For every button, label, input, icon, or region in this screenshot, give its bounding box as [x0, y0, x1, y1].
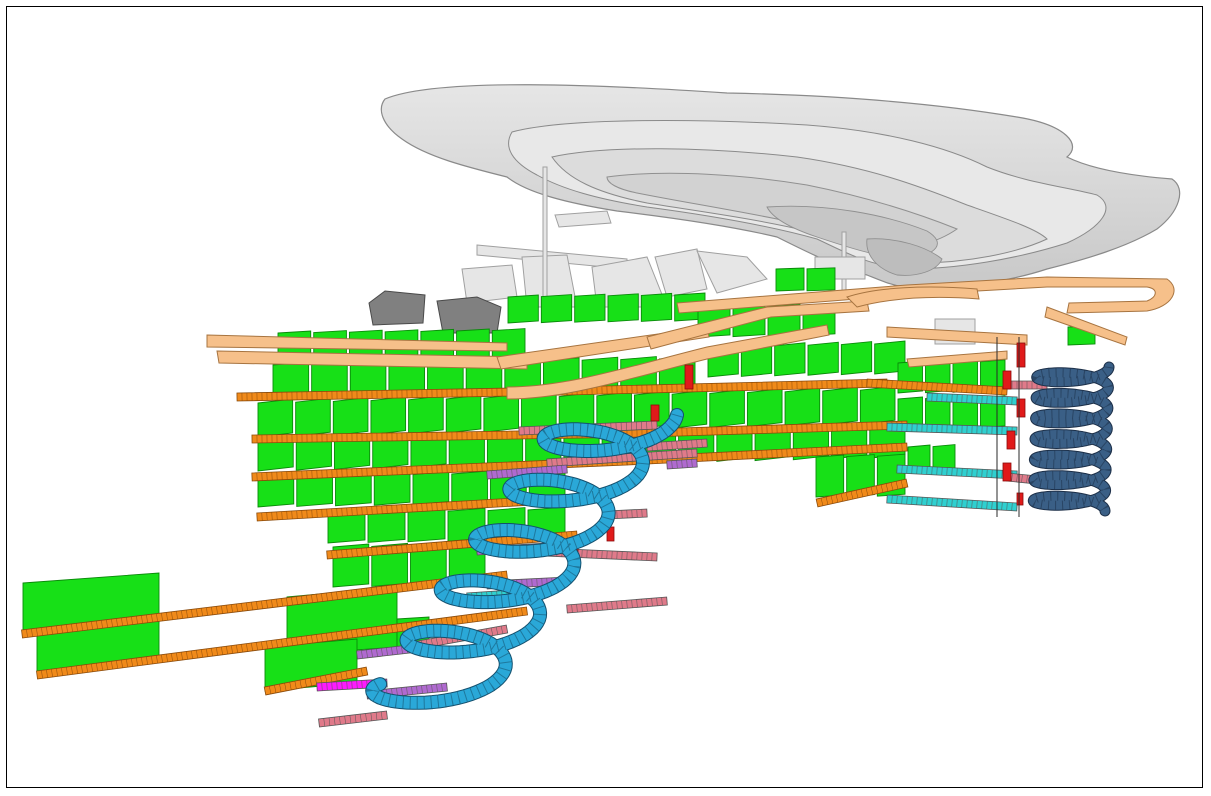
stope-panel [451, 470, 488, 505]
upper-access-drive [1044, 306, 1128, 346]
stope-panel [574, 293, 606, 323]
upper-access-drive [206, 334, 508, 352]
stope-panel [407, 508, 446, 543]
stope-panel [408, 395, 444, 435]
main-decline-spiral [365, 408, 684, 710]
access-crosscut [318, 710, 388, 728]
access-crosscut [606, 508, 648, 520]
open-pit-shell [380, 84, 1181, 291]
stope-panels [22, 267, 1096, 692]
stope-panel [774, 342, 806, 377]
upper-access-drive [646, 300, 870, 350]
raise [1006, 430, 1016, 450]
level-drive [36, 606, 528, 680]
level-drives [21, 378, 1008, 696]
upper-access-drive [676, 276, 1175, 314]
access-crosscut [896, 464, 1018, 480]
stope-panel [295, 397, 331, 437]
stope-panel [540, 294, 573, 324]
mine-model-3d-view [21, 84, 1181, 728]
stope-panel [709, 388, 745, 428]
raise [650, 404, 660, 422]
stope-panel [859, 385, 896, 425]
access-crosscut [566, 596, 668, 614]
raise [684, 364, 694, 390]
stope-panel [445, 394, 482, 434]
stope-panel [807, 341, 839, 376]
stope-panel [507, 294, 539, 324]
stope-panel [370, 396, 407, 436]
level-drive [263, 666, 369, 696]
east-decline-spiral [1027, 361, 1115, 517]
level-drive [646, 420, 908, 438]
stope-panel [373, 471, 411, 506]
level-drive [815, 478, 909, 508]
stope-panel [332, 396, 369, 436]
stope-panel [840, 341, 873, 376]
upper-access-drive [216, 350, 528, 370]
decline-ramp-segments [1028, 366, 1114, 512]
stope-panel [483, 393, 519, 433]
access-crosscut [666, 458, 698, 470]
stope-panel [775, 267, 805, 292]
upper-access-drives [206, 276, 1175, 400]
raise [1016, 342, 1026, 368]
stope-panel [335, 472, 372, 507]
raise [1016, 398, 1026, 418]
stope-panel [806, 267, 836, 292]
upper-access-drive [506, 324, 830, 400]
old-workings [368, 290, 502, 334]
raise [1002, 462, 1012, 482]
stope-panel [815, 454, 845, 498]
stope-panel [746, 388, 783, 428]
raise [1016, 492, 1024, 506]
decline-ramp [366, 409, 683, 709]
stope-panel [784, 387, 821, 427]
access-crosscut [926, 392, 1018, 406]
stope-panel [640, 292, 673, 322]
stope-panel [412, 471, 450, 506]
access-crosscut [886, 422, 1018, 436]
stope-panel [607, 293, 639, 323]
upper-access-drive [906, 350, 1008, 368]
raise [1002, 370, 1012, 390]
stope-panel [257, 398, 294, 438]
upper-access-drive [846, 286, 980, 308]
figure-frame [6, 6, 1203, 788]
upper-access-drive [886, 326, 1028, 346]
stope-panel [822, 386, 858, 426]
access-crosscut [886, 494, 1018, 512]
